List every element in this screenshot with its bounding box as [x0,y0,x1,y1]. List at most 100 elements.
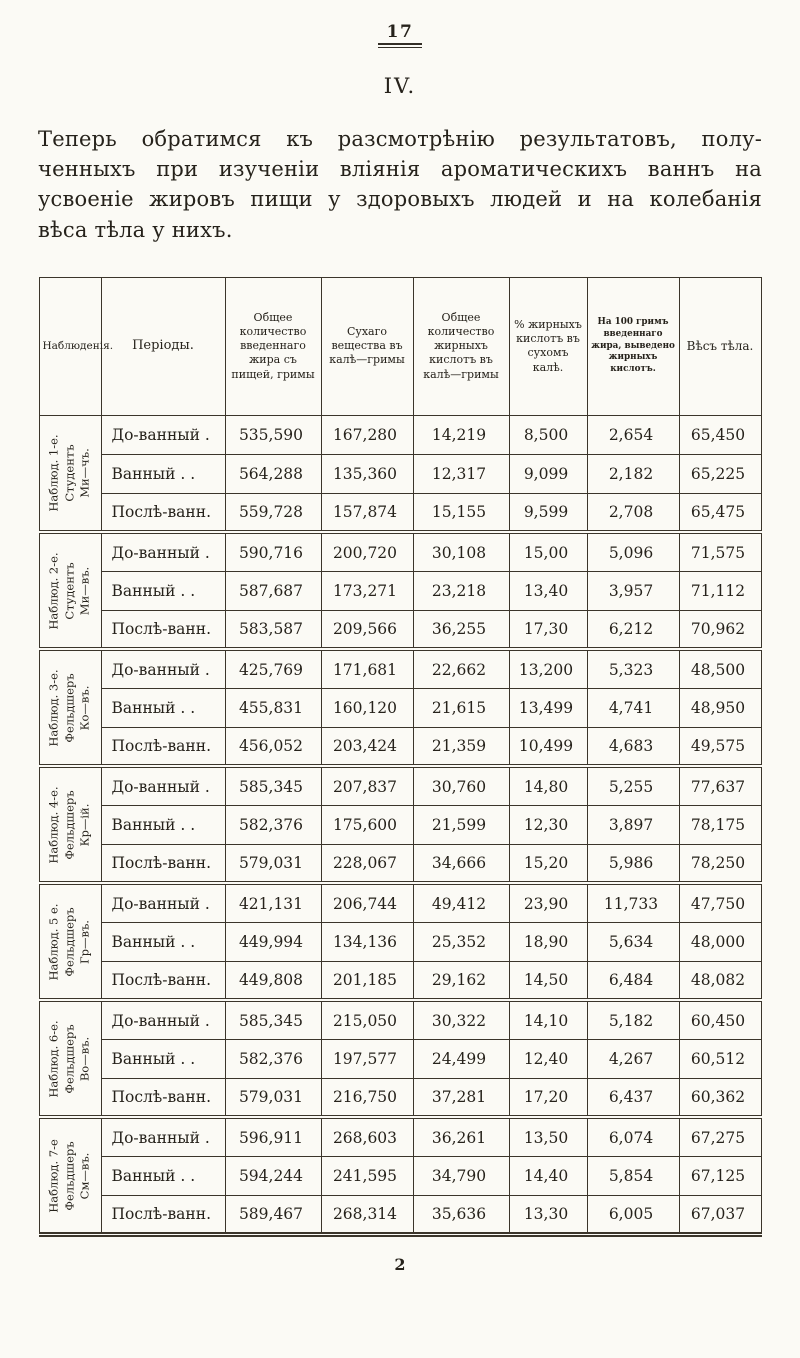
value-cell: 173,271 [320,570,414,611]
value-cell: 582,376 [224,804,322,845]
value-cell: 589,467 [224,1194,322,1235]
observation-label-line: Фельдшеръ [62,1024,77,1094]
table-row: Наблюд. 6-е. Фельдшеръ Во—въ. До-ванный . 58… [38,998,762,1118]
table-header-row: Наблюденія. Періоды. Общее количество вв… [38,276,762,416]
header-periods: Періоды. [100,276,226,416]
value-cell: 48,082 [678,960,762,1001]
value-cell: 24,499 [412,1038,510,1079]
value-cell: 579,031 [224,843,322,884]
observation-label-cell: Наблюд. 2-е. Студентъ Ми—въ. [38,530,102,650]
value-cell: 2,654 [586,414,680,455]
table-row: Наблюд. 7-е Фельдшеръ См—въ. До-ванный . 596… [38,1115,762,1235]
table-row: Ванный . . 587,687 173,271 23,218 13,40 3,957… [39,570,762,611]
value-cell: 207,837 [320,764,414,806]
value-cell: 70,962 [678,609,762,650]
table-row: Наблюд. 1-е. Студентъ Ми—чъ. До-ванный . 535… [38,414,762,533]
value-cell: 30,760 [412,764,510,806]
value-cell: 23,90 [508,881,588,923]
value-cell: 579,031 [224,1077,322,1118]
value-cell: 135,360 [320,453,414,494]
value-cell: 134,136 [320,921,414,962]
value-cell: 449,994 [224,921,322,962]
value-cell: 14,80 [508,764,588,806]
value-cell: 6,437 [586,1077,680,1118]
value-cell: 35,636 [412,1194,510,1235]
value-cell: 71,112 [678,570,762,611]
value-cell: 9,099 [508,453,588,494]
value-cell: 585,345 [224,764,322,806]
header-observations: Наблюденія. [38,276,113,416]
observation-label-cell: Наблюд. 3-е. Фельдшеръ Ко—въ. [38,647,102,767]
value-cell: 12,30 [508,804,588,845]
value-cell: 8,500 [508,414,588,455]
observation-label: Наблюд. 1-е. Студентъ Ми—чъ. [47,416,94,530]
value-cell: 13,40 [508,570,588,611]
period-label: Послѣ-ванн. [100,726,226,767]
value-cell: 535,590 [224,414,322,455]
value-cell: 34,666 [412,843,510,884]
value-cell: 13,50 [508,1115,588,1157]
value-cell: 49,412 [412,881,510,923]
period-label: До-ванный . [100,530,226,572]
table-row: Послѣ-ванн. 449,808 201,185 29,162 14,50 6,48… [39,960,762,1001]
observation-label-line: Гр—въ. [77,919,92,964]
value-cell: 157,874 [320,492,414,533]
value-cell: 197,577 [320,1038,414,1079]
page-number-rule [378,43,422,48]
period-label: До-ванный . [100,1115,226,1157]
value-cell: 78,175 [678,804,762,845]
value-cell: 12,317 [412,453,510,494]
value-cell: 67,037 [678,1194,762,1235]
period-label: До-ванный . [100,414,226,455]
value-cell: 171,681 [320,647,414,689]
table-row: Послѣ-ванн. 583,587 209,566 36,255 17,30 6,21… [39,609,762,650]
observation-label-cell: Наблюд. 5 е. Фельдшеръ Гр—въ. [38,881,102,1001]
value-cell: 15,20 [508,843,588,884]
table-row: Наблюд. 5 е. Фельдшеръ Гр—въ. До-ванный . 42… [38,881,762,1001]
value-cell: 6,212 [586,609,680,650]
period-label: До-ванный . [100,647,226,689]
value-cell: 268,314 [320,1194,414,1235]
value-cell: 559,728 [224,492,322,533]
table-row: Послѣ-ванн. 559,728 157,874 15,155 9,599 2,70… [39,492,762,533]
observation-label-cell: Наблюд. 4-е. Фельдшеръ Кр—ій. [38,764,102,884]
value-cell: 25,352 [412,921,510,962]
value-cell: 5,323 [586,647,680,689]
table-row: Ванный . . 594,244 241,595 34,790 14,40 5,854… [39,1155,762,1196]
value-cell: 590,716 [224,530,322,572]
value-cell: 228,067 [320,843,414,884]
observation-label-line: Наблюд. 2-е. [46,552,61,630]
table-row: Послѣ-ванн. 456,052 203,424 21,359 10,499 4,6… [39,726,762,767]
observation-label-line: Ми—чъ. [77,448,92,498]
value-cell: 585,345 [224,998,322,1040]
table-row: Наблюд. 3-е. Фельдшеръ Ко—въ. До-ванный . 42… [38,647,762,767]
value-cell: 425,769 [224,647,322,689]
observation-label-line: Фельдшеръ [62,673,77,743]
value-cell: 2,708 [586,492,680,533]
value-cell: 6,484 [586,960,680,1001]
value-cell: 2,182 [586,453,680,494]
value-cell: 241,595 [320,1155,414,1196]
period-label: До-ванный . [100,998,226,1040]
value-cell: 22,662 [412,647,510,689]
results-table: Наблюденія. Періоды. Общее количество вв… [38,276,762,1237]
table-row: Наблюд. 2-е. Студентъ Ми—въ. До-ванный . 590… [38,530,762,650]
value-cell: 18,90 [508,921,588,962]
value-cell: 23,218 [412,570,510,611]
value-cell: 15,155 [412,492,510,533]
header-dry-matter: Сухаго вещества въ калѣ—гримы [320,276,414,416]
value-cell: 421,131 [224,881,322,923]
period-label: Ванный . . [100,804,226,845]
observation-label-line: Студентъ [62,562,77,620]
header-percent-fatty-acids: % жирныхъ кислотъ въ сухомъ калѣ. [508,276,588,416]
period-label: Послѣ-ванн. [100,843,226,884]
page-header: 17 [38,22,762,48]
value-cell: 3,897 [586,804,680,845]
value-cell: 78,250 [678,843,762,884]
observation-label-cell: Наблюд. 7-е Фельдшеръ См—въ. [38,1115,102,1235]
observation-label-line: Ми—въ. [77,566,92,616]
period-label: Послѣ-ванн. [100,492,226,533]
header-per-100g-excreted: На 100 гримъ введеннаго жира, выведено ж… [586,276,680,416]
value-cell: 49,575 [678,726,762,767]
table-row: Ванный . . 582,376 175,600 21,599 12,30 3,897… [39,804,762,845]
